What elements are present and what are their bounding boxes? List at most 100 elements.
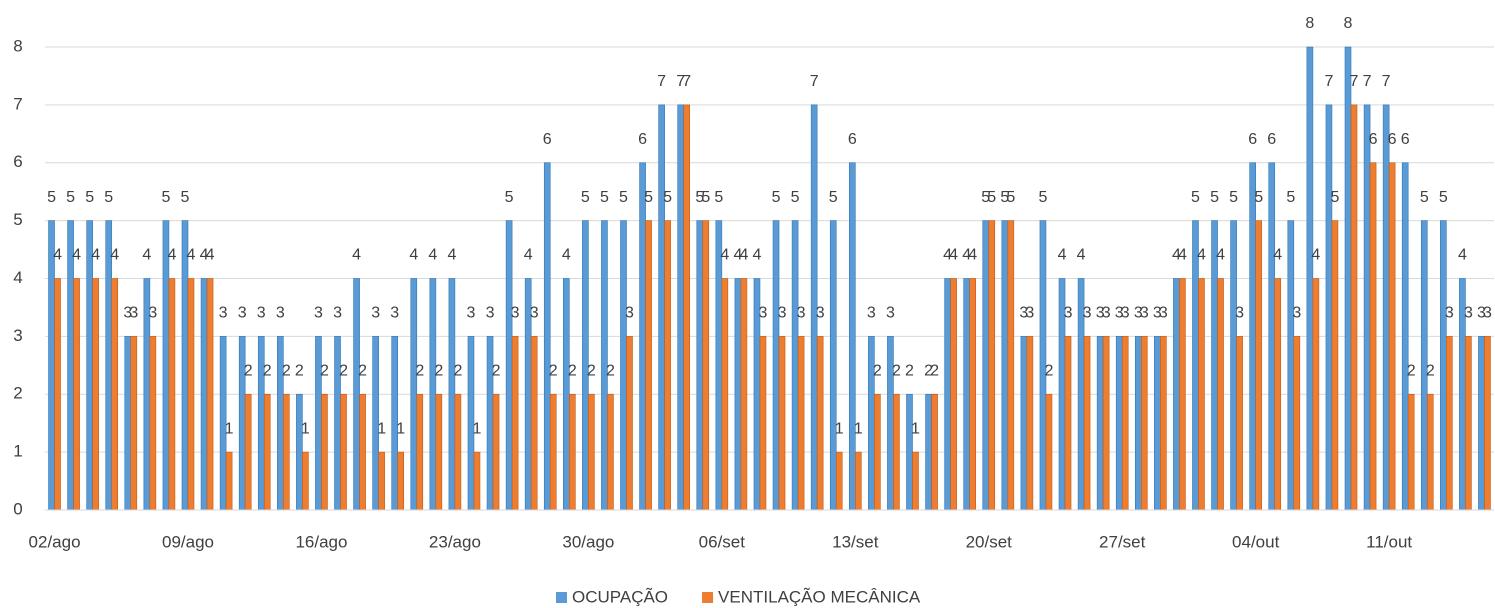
bar [397, 451, 405, 511]
bar [1083, 336, 1091, 511]
bar [874, 393, 881, 511]
bar [569, 393, 576, 511]
bar [1293, 336, 1301, 511]
bar [772, 220, 780, 511]
data-label: 3 [314, 305, 323, 322]
data-label: 4 [91, 247, 100, 264]
bar [963, 278, 970, 511]
bar [1331, 220, 1339, 511]
data-label: 6 [1388, 131, 1397, 148]
data-label: 4 [968, 247, 977, 264]
x-tick-label: 20/set [966, 532, 1013, 551]
data-label: 3 [238, 305, 247, 322]
data-label: 5 [1439, 189, 1448, 206]
data-label: 7 [657, 73, 666, 90]
bar [620, 220, 627, 511]
data-label: 8 [1305, 15, 1314, 32]
data-label: 4 [187, 247, 196, 264]
bar [912, 451, 919, 511]
data-label: 5 [1006, 189, 1015, 206]
bar [715, 220, 723, 511]
data-label: 5 [695, 189, 704, 206]
bar [563, 278, 570, 511]
bar [969, 278, 976, 511]
data-label: 4 [142, 247, 151, 264]
bar [86, 220, 93, 511]
bar [206, 278, 214, 511]
data-label: 6 [1267, 131, 1276, 148]
data-label: 4 [1172, 247, 1181, 264]
data-label: 7 [1324, 73, 1333, 90]
data-label: 2 [320, 362, 329, 379]
bar [1446, 336, 1453, 511]
x-tick-label: 23/ago [429, 532, 481, 551]
data-label: 6 [543, 131, 552, 148]
data-label: 3 [1292, 305, 1301, 322]
bar [1026, 336, 1034, 511]
data-label: 4 [739, 247, 748, 264]
data-label: 7 [682, 73, 691, 90]
bar [950, 278, 957, 511]
data-label: 3 [625, 305, 634, 322]
bar [410, 278, 418, 511]
bar [1363, 104, 1371, 511]
data-label: 4 [447, 247, 456, 264]
data-label: 5 [66, 189, 75, 206]
bar [1211, 220, 1218, 511]
bar [1102, 336, 1110, 511]
data-label: 4 [753, 247, 762, 264]
data-label: 7 [1363, 73, 1372, 90]
bar [1440, 220, 1447, 511]
data-label: 1 [473, 420, 482, 437]
data-label: 2 [1045, 362, 1054, 379]
bar [435, 393, 443, 511]
bar [492, 393, 500, 511]
bar [67, 220, 74, 511]
bar [759, 336, 767, 511]
bar [696, 220, 704, 511]
x-tick-label: 09/ago [162, 532, 214, 551]
data-label: 3 [467, 305, 476, 322]
bar [1325, 104, 1333, 511]
bar [511, 336, 519, 511]
bar [1064, 336, 1072, 511]
bar [797, 336, 805, 511]
data-label: 4 [1311, 247, 1320, 264]
bar [448, 278, 456, 511]
bar [454, 393, 462, 511]
data-label: 6 [848, 131, 857, 148]
data-label: 5 [1330, 189, 1339, 206]
x-tick-label: 04/out [1232, 532, 1280, 551]
bar [639, 162, 646, 511]
data-label: 3 [1121, 305, 1130, 322]
bar [1096, 336, 1104, 511]
bar [181, 220, 189, 511]
bar [1274, 278, 1282, 511]
bar [1268, 162, 1276, 511]
bar [549, 393, 557, 511]
data-label: 5 [505, 189, 514, 206]
data-label: 3 [886, 305, 895, 322]
bar [283, 393, 290, 511]
data-label: 3 [1025, 305, 1034, 322]
data-label: 3 [257, 305, 266, 322]
x-tick-label: 16/ago [295, 532, 347, 551]
data-label: 3 [1096, 305, 1105, 322]
bar [168, 278, 176, 511]
bar [429, 278, 437, 511]
bar [683, 104, 691, 511]
data-label: 3 [1019, 305, 1028, 322]
bar [54, 278, 61, 511]
data-label: 2 [905, 362, 914, 379]
bar [1350, 104, 1358, 511]
legend-label: OCUPAÇÃO [572, 587, 668, 606]
data-label: 3 [219, 305, 228, 322]
bar [588, 393, 595, 511]
data-label: 6 [1401, 131, 1410, 148]
data-label: 6 [638, 131, 647, 148]
bar [1426, 393, 1434, 511]
data-label: 1 [377, 420, 386, 437]
bar [645, 220, 652, 511]
data-label: 5 [1420, 189, 1429, 206]
